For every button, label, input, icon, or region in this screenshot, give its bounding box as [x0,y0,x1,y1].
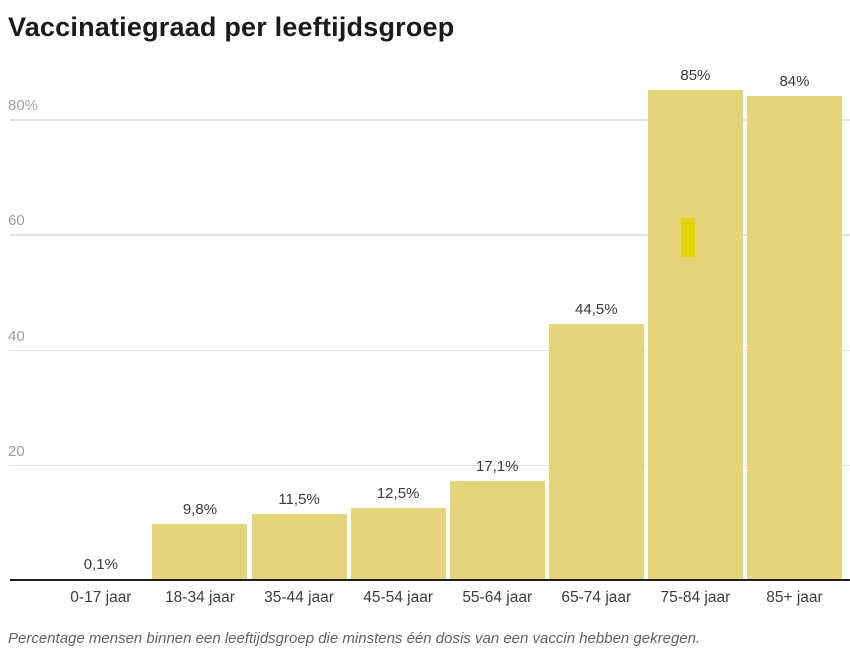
chart-footnote: Percentage mensen binnen een leeftijdsgr… [8,630,701,647]
y-axis-tick-label: 80% [8,97,39,114]
bar-45-54-jaar [350,507,446,580]
x-axis-category-label: 65-74 jaar [561,589,632,606]
x-axis-line [10,579,850,581]
x-axis-category-label: 85+ jaar [766,589,823,606]
bar-value-label: 12,5% [376,484,420,502]
y-axis-tick-label: 40 [8,327,25,345]
gridline-40 [10,349,850,351]
chart-title: Vaccinatiegraad per leeftijdsgroep [8,12,455,42]
x-axis-category-label: 35-44 jaar [264,589,334,606]
bar-value-label: 17,1% [475,458,519,476]
bar-75-84-jaar [647,90,743,580]
cursor-highlight-artifact [681,218,695,257]
bar-65-74-jaar [548,323,644,580]
bar-18-34-jaar [152,523,248,580]
bar-value-label: 9,8% [182,500,218,518]
bar-55-64-jaar [449,481,545,580]
x-axis-category-label: 55-64 jaar [462,589,533,606]
x-axis-category-label: 45-54 jaar [363,589,434,606]
bar-value-label: 11,5% [278,490,320,508]
gridline-80 [10,119,850,121]
x-axis-category-label: 18-34 jaar [165,589,235,606]
y-axis-tick-label: 60 [8,212,25,230]
bar-85+-jaar [746,95,842,580]
x-axis-category-label: 75-84 jaar [660,589,731,606]
bar-value-label: 44,5% [575,300,618,318]
y-axis-tick-label: 20 [8,442,25,460]
gridline-60 [10,234,850,236]
gridline-20 [10,464,850,467]
x-axis-category-label: 0-17 jaar [70,589,132,606]
bar-value-label: 0,1% [83,556,118,574]
bar-35-44-jaar [251,513,347,580]
bar-value-label: 84% [779,72,810,90]
bar-value-label: 85% [680,67,711,85]
